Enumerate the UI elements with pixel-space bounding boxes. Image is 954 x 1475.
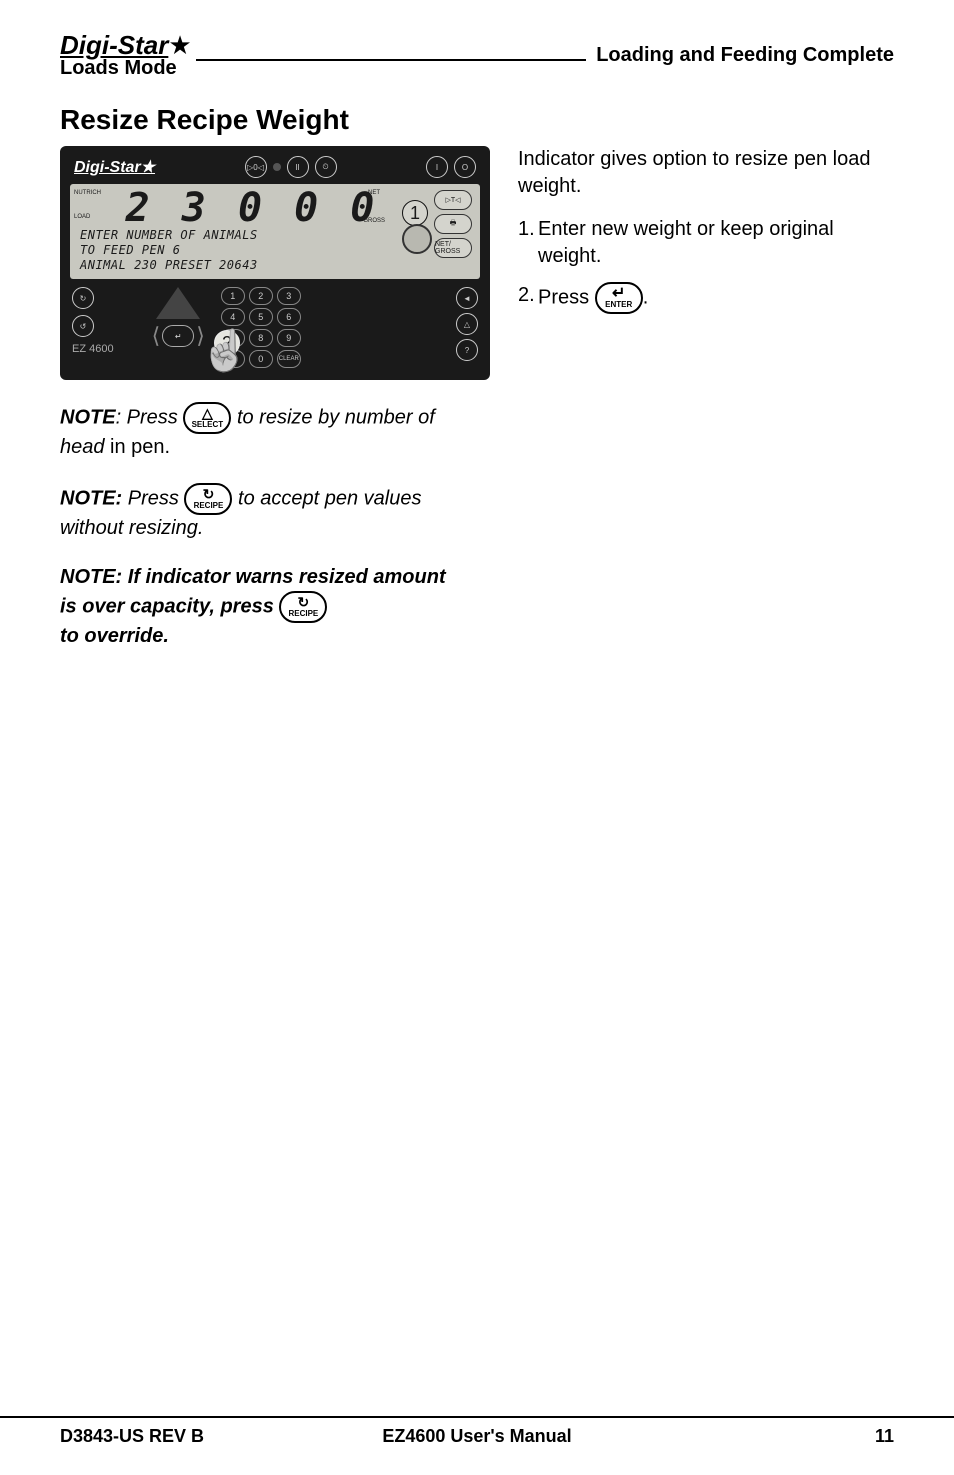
callout-marker-1: 1: [402, 200, 428, 226]
note-2: NOTE: Press ↻ RECIPE to accept pen value…: [0, 461, 520, 542]
recipe-key-icon-2: ↻ RECIPE: [279, 591, 327, 623]
timer-icon: ⏲: [315, 156, 337, 178]
key-clear: CLEAR: [277, 350, 301, 368]
recipe-key-label-2: RECIPE: [288, 610, 318, 618]
footer-center: EZ4600 User's Manual: [382, 1426, 571, 1447]
step-1: 1. Enter new weight or keep original wei…: [518, 216, 894, 270]
brand-subtitle: Loads Mode: [60, 57, 192, 80]
page-title: Resize Recipe Weight: [0, 80, 954, 146]
function-button: ◄: [456, 287, 478, 309]
note-3-line1: NOTE: If indicator warns resized amount …: [60, 566, 446, 617]
recipe-arrow-icon: ↻: [203, 487, 215, 501]
main-content: Digi-Star★ ▷0◁ II ⏲ I O NUTRICH LOAD NET…: [0, 146, 954, 380]
select-key-icon: △ SELECT: [183, 402, 231, 434]
section-header: Loading and Feeding Complete: [596, 44, 894, 67]
enter-group: ⟨ ↵ ⟩: [152, 323, 205, 349]
enter-key-label: ENTER: [605, 301, 632, 309]
recipe-key-label: RECIPE: [194, 502, 224, 510]
page-footer: D3843-US REV B EZ4600 User's Manual 11: [0, 1416, 954, 1447]
net-gross-button: NET/ GROSS: [434, 238, 472, 258]
device-illustration: Digi-Star★ ▷0◁ II ⏲ I O NUTRICH LOAD NET…: [60, 146, 490, 380]
recipe-button: ↻: [72, 287, 94, 309]
note-3: NOTE: If indicator warns resized amount …: [0, 542, 520, 650]
lcd-label-load: LOAD: [74, 214, 90, 220]
zero-icon: ▷0◁: [245, 156, 267, 178]
note-1-rest-plain: in pen.: [105, 436, 171, 458]
help-button: ?: [456, 339, 478, 361]
instructions-column: Indicator gives option to resize pen loa…: [518, 146, 894, 380]
rotary-knob-icon: [402, 224, 432, 254]
lcd-label-gross: GROSS: [363, 218, 385, 224]
lcd-line-2: TO FEED PEN 6: [80, 243, 424, 258]
print-button: 🖶: [434, 214, 472, 234]
note-1-mid: : Press: [116, 406, 178, 428]
device-brand: Digi-Star★: [74, 157, 155, 177]
device-bottom-row: ↻ ↺ EZ 4600 ⟨ ↵ ⟩ 123 456 789 ID0CL: [70, 279, 480, 370]
pointing-hand-icon: ☝: [200, 327, 250, 374]
lcd-label-nutrich: NUTRICH: [74, 190, 101, 196]
step-2-number: 2.: [518, 282, 538, 314]
recipe-arrow-icon-2: ↻: [298, 595, 310, 609]
header-rule: [196, 59, 587, 61]
on-icon: I: [426, 156, 448, 178]
enter-button: ↵: [162, 325, 194, 347]
lcd-line-3: ANIMAL 230 PRESET 20643: [80, 258, 424, 273]
device-power-icons: I O: [426, 156, 476, 178]
key-4: 4: [221, 308, 245, 326]
recipe-key-icon: ↻ RECIPE: [184, 483, 232, 515]
device-top-icons: ▷0◁ II ⏲: [245, 156, 337, 178]
step-2: 2. Press ↵ ENTER .: [518, 282, 894, 314]
device-panel: Digi-Star★ ▷0◁ II ⏲ I O NUTRICH LOAD NET…: [60, 146, 490, 380]
hold-icon: II: [287, 156, 309, 178]
up-triangle-icon: [156, 287, 200, 319]
note-3-line2: to override.: [60, 625, 169, 647]
step-2-press: Press: [538, 286, 589, 308]
instructions-intro: Indicator gives option to resize pen loa…: [518, 146, 894, 200]
step-1-text: Enter new weight or keep original weight…: [538, 216, 894, 270]
lcd-label-net: NET: [368, 190, 380, 196]
key-8: 8: [249, 329, 273, 347]
chevron-left-icon: ⟨: [152, 323, 161, 349]
device-top-bar: Digi-Star★ ▷0◁ II ⏲ I O: [70, 154, 480, 184]
off-icon: O: [454, 156, 476, 178]
key-2: 2: [249, 287, 273, 305]
lcd-right-buttons: ▷T◁ 🖶 NET/ GROSS: [434, 190, 472, 258]
pens-button: ↺: [72, 315, 94, 337]
key-1: 1: [221, 287, 245, 305]
indicator-dot-icon: [273, 163, 281, 171]
device-model-label: EZ 4600: [72, 343, 114, 355]
select-button: △: [456, 313, 478, 335]
key-3: 3: [277, 287, 301, 305]
enter-key-icon: ↵ ENTER: [595, 282, 643, 314]
key-5: 5: [249, 308, 273, 326]
brand-star-icon: ★: [168, 30, 191, 60]
note-1-prefix: NOTE: [60, 406, 116, 428]
brand-logo: Digi-Star★ Loads Mode: [60, 30, 192, 80]
footer-right: 11: [875, 1426, 894, 1447]
note-1: NOTE: Press △ SELECT to resize by number…: [0, 380, 520, 461]
right-button-stack: ◄ △ ?: [456, 287, 478, 368]
note-2-mid: Press: [122, 487, 179, 509]
left-button-stack: ↻ ↺ EZ 4600: [72, 287, 114, 368]
key-6: 6: [277, 308, 301, 326]
step-2-period: .: [643, 286, 649, 308]
step-2-text: Press ↵ ENTER .: [538, 282, 894, 314]
select-triangle-icon: △: [202, 406, 213, 420]
key-9: 9: [277, 329, 301, 347]
step-1-number: 1.: [518, 216, 538, 270]
page-header: Digi-Star★ Loads Mode Loading and Feedin…: [0, 0, 954, 80]
brand-name: Digi-Star: [60, 30, 168, 60]
footer-left: D3843-US REV B: [60, 1426, 204, 1447]
select-key-label: SELECT: [192, 421, 224, 429]
key-0: 0: [249, 350, 273, 368]
tare-button: ▷T◁: [434, 190, 472, 210]
note-2-prefix: NOTE:: [60, 487, 122, 509]
